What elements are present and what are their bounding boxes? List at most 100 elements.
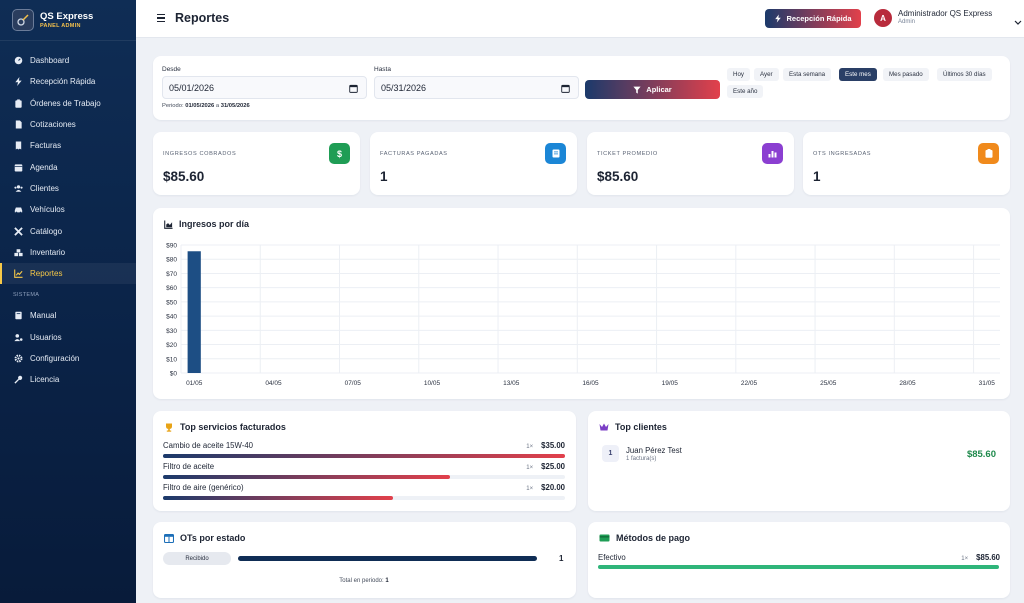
y-tick-label: $0 bbox=[170, 371, 178, 378]
top-clients-card: Top clientes 1 Juan Pérez Test 1 factura… bbox=[588, 411, 1010, 511]
book-icon bbox=[14, 311, 23, 320]
income-chart-card: Ingresos por día $90 $80 $70 $60 $50 $40 $30 $2… bbox=[153, 208, 1010, 399]
chip-este-mes[interactable]: Este mes bbox=[839, 68, 877, 81]
stat-value: 1 bbox=[813, 169, 821, 184]
service-amount: $20.00 bbox=[541, 483, 565, 492]
payment-methods-card: Métodos de pago Efectivo 1× $85.60 bbox=[588, 522, 1010, 598]
chip-hoy[interactable]: Hoy bbox=[727, 68, 751, 81]
stat-value: $85.60 bbox=[163, 169, 205, 184]
service-row: Cambio de aceite 15W-40 1× $35.00 bbox=[163, 441, 565, 458]
user-gear-icon bbox=[14, 333, 23, 342]
sidebar-item-cotizaciones[interactable]: Cotizaciones bbox=[0, 114, 136, 135]
period-from: 01/05/2026 bbox=[185, 103, 215, 109]
service-bar bbox=[163, 496, 393, 500]
to-label: Hasta bbox=[374, 66, 391, 73]
file-icon bbox=[14, 120, 23, 129]
calendar-icon[interactable] bbox=[561, 84, 570, 95]
receipt-icon bbox=[545, 143, 566, 164]
sidebar-item-ordenes[interactable]: Órdenes de Trabajo bbox=[0, 93, 136, 114]
period-sep: a bbox=[215, 103, 220, 109]
brand[interactable]: QS Express PANEL ADMIN bbox=[0, 0, 136, 41]
sidebar-item-reportes[interactable]: Reportes bbox=[0, 262, 136, 285]
y-tick-label: $50 bbox=[166, 299, 177, 306]
service-qty: 1× bbox=[526, 465, 534, 471]
car-icon bbox=[14, 205, 23, 214]
sidebar-item-manual[interactable]: Manual bbox=[0, 305, 136, 326]
sidebar-item-configuracion[interactable]: Configuración bbox=[0, 348, 136, 369]
chip-esta-semana[interactable]: Esta semana bbox=[783, 68, 832, 81]
chip-ultimos-30[interactable]: Últimos 30 días bbox=[937, 68, 992, 81]
from-date-value: 05/01/2026 bbox=[169, 82, 215, 93]
sidebar-nav: Dashboard Recepción Rápida Órdenes de Tr… bbox=[0, 50, 136, 390]
top-services-title: Top servicios facturados bbox=[164, 422, 286, 432]
payment-method-qty: 1× bbox=[961, 556, 969, 562]
to-date-value: 05/31/2026 bbox=[381, 82, 427, 93]
filter-icon bbox=[633, 86, 641, 94]
user-menu[interactable]: A Administrador QS Express Admin bbox=[874, 9, 992, 27]
users-icon bbox=[14, 184, 23, 193]
y-tick-label: $30 bbox=[166, 328, 177, 335]
tools-icon bbox=[14, 226, 23, 236]
user-name: Administrador QS Express bbox=[898, 9, 993, 18]
sidebar-item-recepcion[interactable]: Recepción Rápida bbox=[0, 71, 136, 92]
logo-icon bbox=[12, 9, 34, 31]
sidebar-item-inventario[interactable]: Inventario bbox=[0, 242, 136, 263]
chip-este-ano[interactable]: Este año bbox=[727, 85, 764, 98]
bolt-icon bbox=[775, 14, 782, 23]
bolt-icon bbox=[14, 77, 23, 87]
y-tick-label: $40 bbox=[166, 314, 177, 321]
sidebar-item-catalogo[interactable]: Catálogo bbox=[0, 220, 136, 241]
stat-card-ots: OTS INGRESADAS 1 bbox=[803, 132, 1010, 195]
service-qty: 1× bbox=[526, 486, 534, 492]
sidebar-item-clientes[interactable]: Clientes bbox=[0, 178, 136, 199]
service-bar-track bbox=[163, 454, 565, 458]
from-date-input[interactable]: 05/01/2026 bbox=[162, 76, 367, 99]
apply-button[interactable]: Aplicar bbox=[585, 80, 720, 99]
sidebar-item-agenda[interactable]: Agenda bbox=[0, 156, 136, 177]
service-name: Filtro de aire (genérico) bbox=[163, 483, 244, 492]
x-tick-label: 31/05 bbox=[979, 380, 996, 387]
clipboard-icon bbox=[978, 143, 999, 164]
payment-method-name: Efectivo bbox=[598, 553, 626, 562]
sidebar-item-label: Vehículos bbox=[30, 205, 65, 215]
income-chart-title: Ingresos por día bbox=[164, 219, 249, 229]
sidebar-item-dashboard[interactable]: Dashboard bbox=[0, 50, 136, 71]
sidebar-item-facturas[interactable]: Facturas bbox=[0, 135, 136, 156]
total-period-value: 1 bbox=[385, 578, 389, 584]
sidebar-item-usuarios[interactable]: Usuarios bbox=[0, 327, 136, 348]
y-tick-label: $90 bbox=[166, 243, 177, 250]
service-amount: $35.00 bbox=[541, 441, 565, 450]
sidebar-item-label: Manual bbox=[30, 311, 57, 321]
menu-toggle-icon[interactable] bbox=[157, 14, 165, 24]
client-name[interactable]: Juan Pérez Test bbox=[626, 446, 682, 455]
chart-line-icon bbox=[14, 269, 23, 278]
service-row: Filtro de aceite 1× $25.00 bbox=[163, 462, 565, 479]
client-rank-badge: 1 bbox=[602, 445, 619, 462]
key-icon bbox=[14, 375, 23, 384]
sidebar-section-label: SISTEMA bbox=[13, 291, 40, 298]
chip-ayer[interactable]: Ayer bbox=[754, 68, 779, 81]
total-period-label: Total en periodo: bbox=[339, 578, 384, 584]
service-bar-track bbox=[163, 496, 565, 500]
sidebar-item-licencia[interactable]: Licencia bbox=[0, 369, 136, 390]
brand-title: QS Express bbox=[40, 10, 94, 22]
stat-value: $85.60 bbox=[597, 169, 639, 184]
sidebar-item-vehiculos[interactable]: Vehículos bbox=[0, 199, 136, 220]
chevron-down-icon[interactable] bbox=[1014, 13, 1022, 31]
stat-card-facturas: FACTURAS PAGADAS 1 bbox=[370, 132, 577, 195]
period-to: 31/05/2026 bbox=[220, 103, 250, 109]
quick-reception-button[interactable]: Recepción Rápida bbox=[765, 9, 861, 28]
chip-mes-pasado[interactable]: Mes pasado bbox=[883, 68, 929, 81]
top-clients-title: Top clientes bbox=[599, 422, 667, 432]
income-chart-title-text: Ingresos por día bbox=[179, 219, 250, 229]
chart-bar[interactable] bbox=[187, 251, 201, 373]
page-title: Reportes bbox=[175, 11, 230, 25]
money-bill-icon bbox=[599, 534, 610, 542]
calendar-icon bbox=[14, 163, 23, 172]
topbar: Reportes Recepción Rápida A Administrado… bbox=[136, 0, 1024, 38]
from-label: Desde bbox=[162, 66, 181, 73]
to-date-input[interactable]: 05/31/2026 bbox=[374, 76, 579, 99]
calendar-icon[interactable] bbox=[349, 84, 358, 95]
table-icon bbox=[164, 533, 174, 543]
service-qty: 1× bbox=[526, 444, 534, 450]
